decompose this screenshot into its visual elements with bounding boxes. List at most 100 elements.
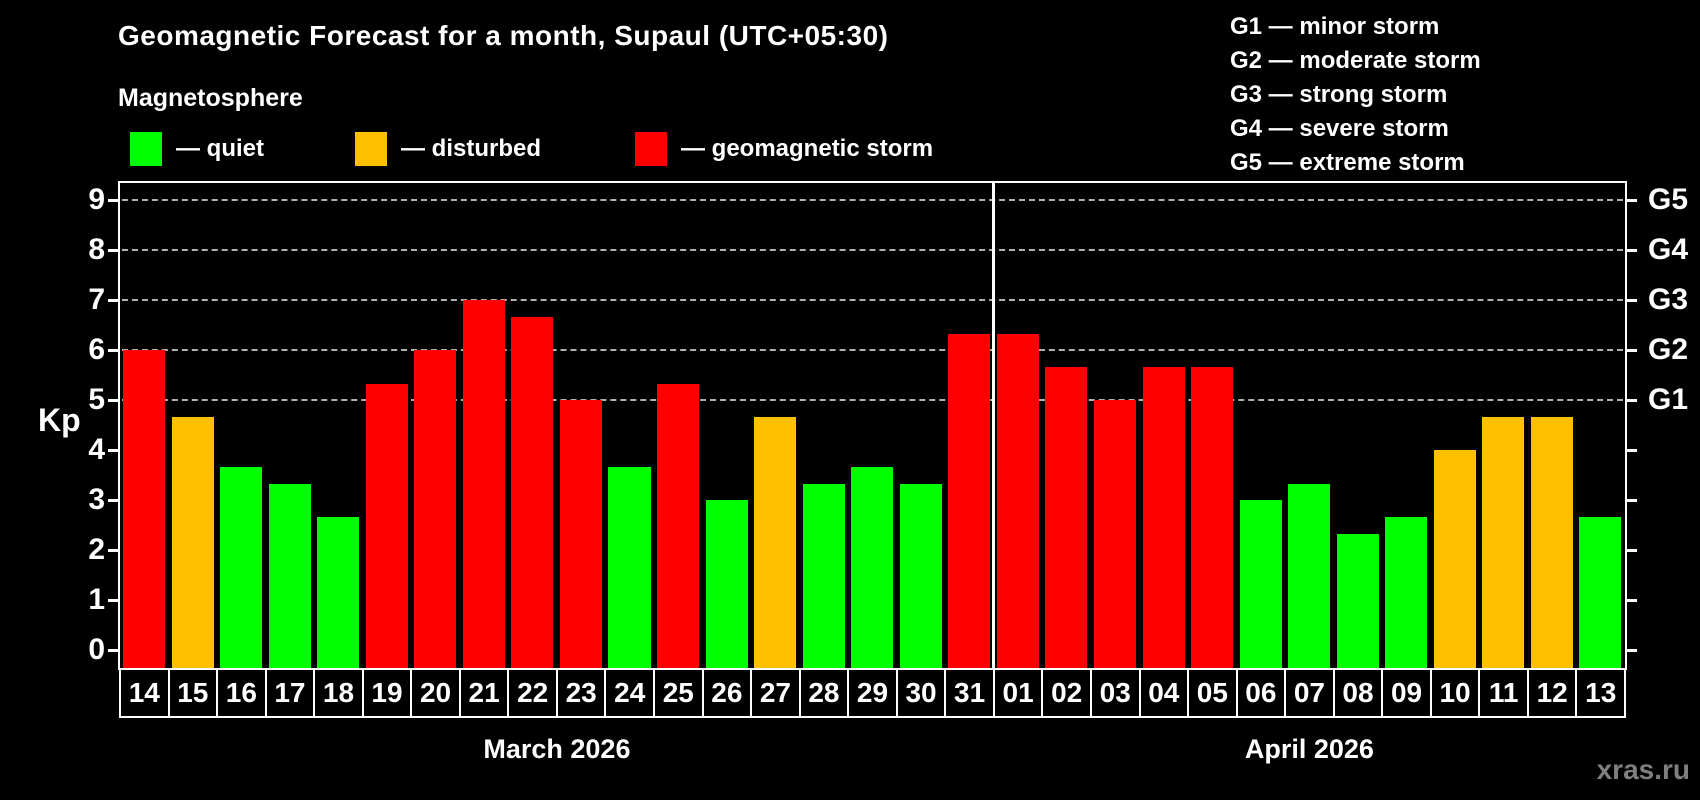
month-label-right: April 2026	[1244, 734, 1374, 764]
y-axis-tick-left	[108, 349, 120, 352]
bar-day-04	[1142, 366, 1185, 668]
y-axis-tick-right	[1625, 199, 1637, 202]
date-cell-11: 11	[1478, 668, 1529, 718]
bar-day-19	[365, 383, 408, 668]
gridline-kp5	[122, 399, 1623, 401]
y-axis-tick-label-4: 4	[88, 433, 105, 466]
date-cell-08: 08	[1332, 668, 1384, 718]
y-axis-tick-right	[1625, 649, 1637, 652]
y-axis-tick-label-5: 5	[88, 383, 105, 416]
bar-day-15	[171, 416, 214, 668]
y-axis-tick-right	[1625, 249, 1637, 252]
g-scale-item-g4: G4 — severe storm	[1230, 115, 1449, 142]
g-scale-item-g5: G5 — extreme storm	[1230, 149, 1465, 176]
legend-label-quiet: — quiet	[176, 135, 264, 162]
g-scale-item-g2: G2 — moderate storm	[1230, 47, 1481, 74]
y-axis-tick-label-6: 6	[88, 333, 105, 366]
magnetosphere-label: Magnetosphere	[118, 84, 303, 112]
bar-day-28	[802, 483, 845, 668]
y-axis-tick-left	[108, 499, 120, 502]
date-cell-16: 16	[216, 668, 267, 718]
bar-day-03	[1093, 400, 1136, 668]
date-cell-04: 04	[1138, 668, 1190, 718]
bar-day-12	[1530, 416, 1573, 668]
gridline-kp6	[122, 349, 1623, 351]
y-axis-tick-left	[108, 199, 120, 202]
date-cell-14: 14	[119, 668, 170, 718]
bar-day-16	[220, 466, 263, 668]
y-axis-tick-right	[1625, 399, 1637, 402]
y-axis-tick-label-0: 0	[88, 633, 105, 666]
date-cell-25: 25	[653, 668, 704, 718]
bar-day-17	[268, 483, 311, 668]
bar-day-14	[123, 350, 166, 668]
y-axis-tick-label-3: 3	[88, 483, 105, 516]
date-cell-29: 29	[847, 668, 898, 718]
date-cell-30: 30	[895, 668, 947, 718]
bar-day-05	[1191, 366, 1234, 668]
bar-day-11	[1482, 416, 1525, 668]
date-cell-13: 13	[1575, 668, 1626, 718]
bar-day-23	[559, 400, 602, 668]
bar-day-01	[996, 333, 1039, 668]
g-scale-item-g3: G3 — strong storm	[1230, 81, 1448, 108]
date-cell-05: 05	[1187, 668, 1238, 718]
bar-day-22	[511, 316, 554, 668]
chart-title: Geomagnetic Forecast for a month, Supaul…	[118, 20, 889, 51]
g-scale-legend: G1 — minor storm G2 — moderate storm G3 — …	[1230, 10, 1481, 180]
y-axis-tick-label-1: 1	[88, 583, 105, 616]
gridline-kp7	[122, 299, 1623, 301]
y-axis-tick-label-8: 8	[88, 233, 105, 266]
legend-item-disturbed: — disturbed	[355, 132, 541, 166]
y-axis-tick-label-7: 7	[88, 283, 105, 316]
bar-day-08	[1336, 533, 1379, 668]
date-cell-24: 24	[604, 668, 656, 718]
y-axis-tick-label-9: 9	[88, 183, 105, 216]
date-cell-12: 12	[1526, 668, 1578, 718]
bar-day-25	[657, 383, 700, 668]
bar-day-27	[754, 416, 797, 668]
bar-day-06	[1239, 500, 1282, 668]
date-cell-01: 01	[992, 668, 1044, 718]
bar-day-31	[948, 333, 991, 668]
legend-swatch-storm-icon	[635, 132, 667, 166]
legend-label-disturbed: — disturbed	[401, 135, 542, 162]
date-cell-10: 10	[1429, 668, 1481, 718]
date-cell-03: 03	[1089, 668, 1141, 718]
date-cell-22: 22	[507, 668, 558, 718]
bar-day-09	[1385, 516, 1428, 668]
y-axis-tick-right	[1625, 499, 1637, 502]
date-cell-06: 06	[1235, 668, 1287, 718]
right-axis-label-g3: G3	[1648, 283, 1689, 316]
date-cell-09: 09	[1381, 668, 1432, 718]
legend-item-storm: — geomagnetic storm	[635, 132, 933, 166]
gridline-kp9	[122, 199, 1623, 201]
legend-swatch-quiet-icon	[130, 132, 162, 166]
month-label-left: March 2026	[483, 734, 631, 764]
y-axis-tick-left	[108, 649, 120, 652]
bar-day-30	[899, 483, 942, 668]
y-axis-tick-left	[108, 549, 120, 552]
g-scale-item-g1: G1 — minor storm	[1230, 13, 1440, 40]
gridline-kp8	[122, 249, 1623, 251]
y-axis-tick-left	[108, 299, 120, 302]
legend-item-quiet: — quiet	[130, 132, 264, 166]
y-axis-title: Kp	[38, 402, 81, 438]
y-axis-tick-label-2: 2	[88, 533, 105, 566]
y-axis-tick-right	[1625, 349, 1637, 352]
date-cell-26: 26	[701, 668, 753, 718]
bar-day-07	[1288, 483, 1331, 668]
date-cell-19: 19	[361, 668, 413, 718]
bar-day-02	[1045, 366, 1088, 668]
y-axis-tick-right	[1625, 449, 1637, 452]
bar-day-26	[705, 500, 748, 668]
watermark: xras.ru	[1596, 754, 1690, 785]
date-cell-20: 20	[410, 668, 461, 718]
y-axis-tick-left	[108, 449, 120, 452]
right-axis-label-g5: G5	[1648, 183, 1689, 216]
date-cell-15: 15	[167, 668, 219, 718]
right-axis-label-g2: G2	[1648, 333, 1689, 366]
bar-day-10	[1433, 450, 1476, 668]
bar-day-21	[462, 300, 505, 668]
